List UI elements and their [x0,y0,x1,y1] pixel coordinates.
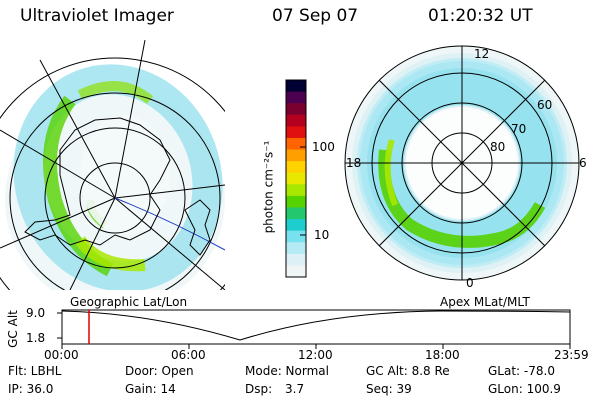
glon-field: GLon: 100.9 [488,382,561,396]
colorbar-segment [286,207,306,220]
filter-field: Flt: LBHL [8,364,62,378]
glat-field: GLat: -78.0 [488,364,555,378]
colorbar [285,79,307,278]
mlt-label-12: 12 [474,47,490,61]
ip-field: IP: 36.0 [8,382,54,396]
colorbar-segment [286,242,306,255]
timeline-xtick-1: 06:00 [171,348,206,362]
colorbar-segment [286,103,306,116]
colorbar-segment [286,230,306,243]
colorbar-segment [286,149,306,162]
app-title: Ultraviolet Imager [20,6,174,26]
mlat-label-60: 60 [537,98,553,112]
colorbar-tick-100: 100 [312,140,335,154]
timeline-axis-label: GC Alt [5,310,20,348]
colorbar-segment [286,184,306,197]
dsp-label: Dsp: [245,382,273,396]
mlt-label-18: 18 [346,156,362,170]
colorbar-tick-10: 10 [314,228,330,242]
gc-alt-field: GC Alt: 8.8 Re [366,364,450,378]
timeline-xtick-4: 23:59 [554,348,589,362]
right-panel-caption: Apex MLat/MLT [440,295,530,309]
gain-field: Gain: 14 [125,382,176,396]
colorbar-segment [286,219,306,232]
mlt-label-6: 6 [579,156,587,170]
timeline-xtick-0: 00:00 [44,348,79,362]
left-panel-caption: Geographic Lat/Lon [70,295,188,309]
door-field: Door: Open [125,364,194,378]
colorbar-segment [286,126,306,139]
apex-map [344,45,580,281]
mode-field: Mode: Normal [245,364,329,378]
mlat-label-70: 70 [511,122,527,136]
colorbar-segment [286,172,306,185]
seq-field: Seq: 39 [366,382,412,396]
colorbar-segment [286,195,306,209]
colorbar-segment [286,91,306,104]
geographic-map [0,40,225,290]
mlat-label-80: 80 [490,140,506,154]
time-label: 01:20:32 UT [428,6,533,26]
colorbar-segment [286,137,306,151]
timeline-ytick-bottom: 1.8 [26,331,46,345]
colorbar-segment [286,265,306,278]
colorbar-segment [286,114,306,127]
colorbar-unit-label: photon cm⁻²s⁻¹ [261,140,276,234]
timeline-ytick-top: 9.0 [26,306,46,320]
colorbar-segment [286,161,306,174]
dsp-value: 3.7 [285,382,305,396]
timeline-xtick-2: 12:00 [298,348,333,362]
altitude-timeline [57,309,571,349]
mlt-label-0: 0 [466,276,474,290]
colorbar-segment [286,80,306,93]
colorbar-segment [286,253,306,267]
date-label: 07 Sep 07 [272,6,359,26]
timeline-xtick-3: 18:00 [425,348,460,362]
